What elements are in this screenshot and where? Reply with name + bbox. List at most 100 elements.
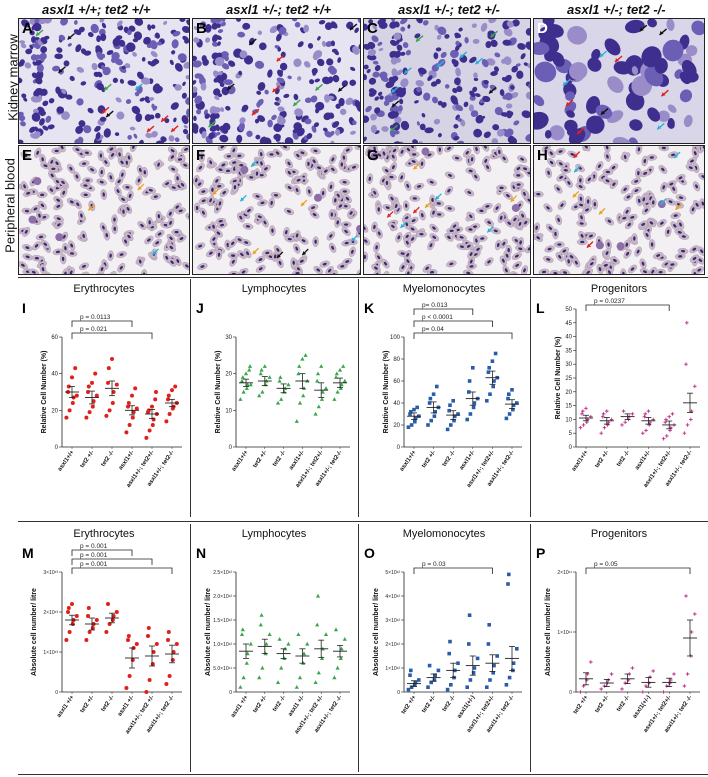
chart-title: Progenitors — [591, 528, 648, 540]
data-point — [264, 641, 269, 646]
data-point — [259, 613, 264, 617]
data-point — [70, 401, 75, 405]
data-point — [240, 627, 245, 632]
mean-sem-bar — [641, 677, 656, 688]
significance-bracket — [71, 332, 153, 339]
data-point — [174, 642, 179, 646]
significance-bracket — [71, 549, 133, 556]
data-point — [66, 384, 71, 389]
data-point — [126, 634, 131, 638]
y-tick-label: 4×10¹² — [385, 594, 400, 600]
data-point — [515, 401, 519, 405]
data-point — [646, 409, 651, 413]
x-tick-label: asxl1+/+ — [571, 449, 590, 472]
data-point — [130, 393, 134, 398]
data-point — [408, 673, 412, 677]
data-point — [471, 366, 475, 370]
y-tick-label: 0 — [397, 445, 401, 451]
data-point — [467, 613, 472, 617]
y-axis-label: Relative Cell Number (%) — [383, 351, 390, 434]
data-point — [240, 375, 245, 379]
data-point — [647, 681, 651, 685]
data-point — [467, 379, 472, 383]
data-point — [67, 408, 72, 413]
data-point — [154, 642, 159, 646]
data-point — [406, 687, 411, 692]
data-point — [150, 423, 155, 427]
data-point — [429, 418, 433, 423]
y-tick-label: 2×10¹³ — [43, 610, 58, 616]
data-point — [578, 690, 583, 694]
data-point — [146, 408, 151, 413]
data-point — [630, 666, 635, 670]
data-point — [126, 401, 131, 405]
x-tick-label: tet2 +/- — [421, 695, 437, 714]
x-tick-label: asxl1+/- — [634, 450, 652, 472]
y-tick-label: 5.0×10¹¹ — [213, 666, 232, 672]
y-axis-label: Absolute cell number/ litre — [205, 588, 212, 676]
panel-separator — [530, 524, 531, 772]
x-tick-label: tet2 -/- — [442, 450, 457, 468]
chart-title: Lymphocytes — [242, 528, 307, 540]
chart-title: Progenitors — [591, 283, 648, 295]
data-point — [258, 622, 263, 627]
data-point — [134, 642, 139, 646]
data-point — [409, 685, 414, 689]
data-point — [486, 642, 491, 646]
data-point — [86, 614, 90, 618]
data-point — [146, 626, 151, 630]
data-point — [339, 646, 344, 651]
mean-sem-bar — [599, 417, 614, 425]
data-point — [602, 425, 607, 430]
data-point — [447, 651, 451, 656]
mean-sem-bar — [683, 392, 697, 413]
x-tick-label: asxl1+/+ — [57, 449, 76, 472]
data-point — [644, 428, 648, 433]
data-point — [296, 371, 301, 376]
data-point — [620, 423, 624, 427]
data-point — [106, 366, 111, 371]
data-point — [465, 417, 469, 422]
data-point — [257, 393, 262, 398]
data-point — [602, 684, 607, 688]
mean-sem-bar — [505, 646, 519, 671]
chart-panel-p: Progenitors P 0 1×10¹¹ 2×10¹¹ Absolute cell n… — [530, 524, 708, 774]
data-point — [170, 658, 175, 662]
mean-sem-bar — [446, 662, 461, 679]
data-point — [511, 661, 516, 665]
x-tick-label: asxl1 +/+ — [230, 694, 250, 719]
mean-sem-bar — [276, 383, 291, 394]
y-tick-label: 5×10¹² — [385, 570, 400, 576]
panel-separator — [190, 524, 191, 772]
data-point — [267, 632, 272, 636]
significance-bracket — [585, 304, 670, 311]
micrograph-image — [364, 19, 530, 143]
data-point — [664, 417, 668, 422]
x-tick-label: tet2 -/- — [616, 695, 631, 713]
p-value-label: p < 0.0001 — [422, 314, 453, 321]
data-point — [86, 390, 90, 394]
mean-sem-bar — [407, 412, 421, 420]
data-point — [257, 675, 262, 680]
data-point — [333, 627, 339, 632]
data-point — [316, 404, 321, 409]
mean-sem-bar — [446, 410, 461, 420]
chart-svg: Myelomonocytes K 0 20 40 60 80 100 Relative Cell… — [364, 283, 522, 489]
divider-bottom — [18, 774, 708, 775]
data-point — [153, 397, 158, 402]
data-point — [427, 401, 432, 405]
data-point — [492, 663, 496, 668]
y-tick-label: 0 — [569, 690, 572, 696]
data-point — [492, 379, 496, 383]
data-point — [275, 680, 281, 684]
data-point — [111, 614, 116, 618]
data-point — [451, 399, 455, 403]
header-col-2: asxl1 +/-; tet2 +/+ — [226, 2, 332, 17]
row-label-peripheral-blood: Peripheral blood — [2, 158, 18, 253]
data-point — [641, 690, 645, 694]
data-point — [166, 638, 170, 642]
data-point — [279, 665, 284, 670]
data-point — [693, 384, 697, 389]
mean-sem-bar — [314, 639, 329, 658]
data-point — [510, 388, 514, 392]
